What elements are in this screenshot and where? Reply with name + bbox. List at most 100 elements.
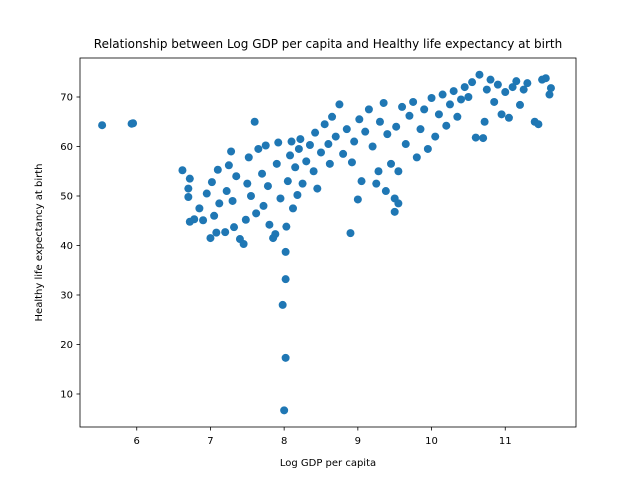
point — [302, 157, 311, 166]
point — [328, 112, 337, 121]
point — [250, 117, 259, 126]
point — [305, 141, 314, 150]
point — [221, 228, 230, 237]
point — [353, 195, 362, 204]
point — [546, 84, 555, 93]
point — [508, 83, 517, 92]
point — [252, 209, 261, 218]
point — [342, 125, 351, 134]
point — [280, 406, 289, 415]
point — [350, 137, 359, 146]
point — [296, 135, 305, 144]
point — [325, 159, 334, 168]
x-tick-label: 10 — [425, 436, 438, 447]
point — [287, 137, 296, 146]
point — [482, 85, 491, 94]
point — [364, 105, 373, 114]
point — [271, 230, 280, 239]
point — [258, 169, 267, 178]
point — [361, 127, 370, 136]
point — [265, 220, 274, 229]
plot-frame — [79, 57, 577, 428]
y-tick-label: 50 — [60, 191, 73, 202]
point — [232, 172, 241, 181]
point — [224, 161, 233, 170]
x-tick-label: 11 — [499, 436, 512, 447]
point — [207, 178, 216, 187]
point — [394, 167, 403, 176]
point — [392, 122, 401, 131]
chart-title: Relationship between Log GDP per capita … — [94, 37, 562, 51]
point — [283, 177, 292, 186]
point — [178, 166, 187, 175]
point — [545, 90, 554, 99]
point — [316, 148, 325, 157]
point — [355, 115, 364, 124]
point — [212, 228, 221, 237]
point — [515, 100, 524, 109]
point — [222, 187, 231, 196]
point — [263, 182, 272, 191]
point — [259, 201, 268, 210]
point — [331, 132, 340, 141]
point — [486, 75, 495, 84]
point — [368, 142, 377, 151]
point — [311, 128, 320, 137]
point — [213, 165, 222, 174]
point — [405, 111, 414, 120]
point — [442, 121, 451, 130]
point — [324, 140, 333, 149]
point — [347, 158, 356, 167]
x-tick-label: 6 — [134, 436, 140, 447]
x-tick-label: 9 — [355, 436, 361, 447]
point — [190, 215, 199, 224]
point — [394, 199, 403, 208]
point — [239, 240, 248, 249]
point — [294, 144, 303, 153]
point — [534, 120, 543, 129]
point — [420, 105, 429, 114]
point — [468, 78, 477, 87]
point — [195, 204, 204, 213]
point — [379, 98, 388, 107]
point — [261, 141, 270, 150]
point — [281, 353, 290, 362]
point — [254, 144, 263, 153]
point — [512, 77, 521, 86]
point — [438, 90, 447, 99]
point — [278, 300, 287, 309]
point — [185, 174, 194, 183]
point — [401, 140, 410, 149]
point — [387, 159, 396, 168]
point — [453, 112, 462, 121]
point — [281, 247, 290, 256]
point — [412, 153, 421, 162]
x-axis-label: Log GDP per capita — [280, 458, 376, 469]
point — [409, 97, 418, 106]
point — [381, 187, 390, 196]
point — [434, 110, 443, 119]
point — [457, 95, 466, 104]
point — [246, 191, 255, 200]
point — [320, 120, 329, 129]
point — [427, 93, 436, 102]
x-tick-label: 8 — [281, 436, 287, 447]
point — [374, 167, 383, 176]
point — [228, 196, 237, 205]
point — [339, 149, 348, 158]
point — [383, 130, 392, 139]
y-tick-label: 60 — [60, 142, 73, 153]
point — [199, 216, 208, 225]
point — [206, 234, 215, 243]
point — [471, 133, 480, 142]
point — [282, 222, 291, 231]
y-tick-label: 70 — [60, 93, 73, 104]
point — [288, 204, 297, 213]
point — [475, 70, 484, 79]
point — [281, 275, 290, 284]
point — [298, 179, 307, 188]
point — [184, 184, 193, 193]
y-axis-label: Healthy life expectancy at birth — [34, 164, 45, 322]
